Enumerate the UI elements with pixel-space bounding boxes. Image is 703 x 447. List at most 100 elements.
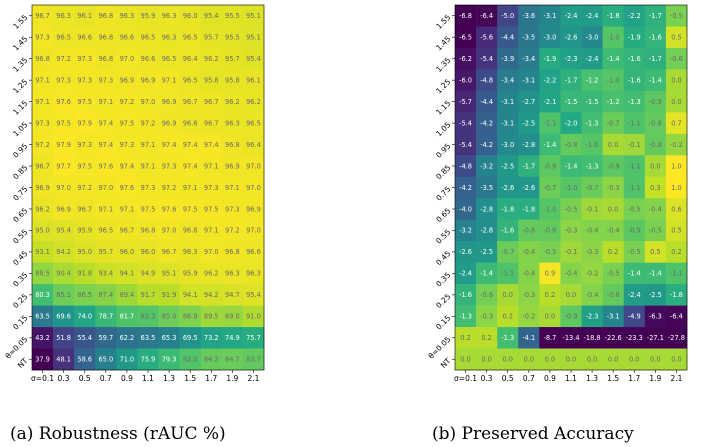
heatmap-cell	[200, 348, 223, 371]
heatmap-cell	[602, 198, 625, 221]
heatmap-cell	[518, 262, 540, 285]
heatmap-cell	[95, 90, 117, 113]
cell-value-label: 96.7	[35, 12, 50, 20]
cell-value-label: 95.4	[246, 291, 261, 299]
cell-value-label: -6.3	[649, 313, 662, 321]
heatmap-cell	[455, 133, 477, 156]
cell-value-label: 0.2	[460, 334, 471, 342]
cell-value-label: -0.2	[670, 141, 683, 149]
x-tick-label: 2.1	[247, 374, 259, 383]
cell-value-label: -13.4	[562, 334, 579, 342]
heatmap-cell	[242, 198, 265, 221]
cell-value-label: -4.2	[480, 119, 493, 127]
heatmap-cell	[497, 176, 519, 199]
cell-value-label: -1.1	[543, 119, 556, 127]
cell-value-label: 87.4	[98, 291, 113, 299]
cell-value-label: 96.7	[183, 98, 198, 106]
heatmap-cell	[53, 305, 75, 328]
cell-value-label: 96.4	[246, 141, 261, 149]
heatmap-cell	[665, 262, 688, 285]
cell-value-label: 97.2	[35, 141, 50, 149]
cell-value-label: -0.7	[607, 119, 620, 127]
cell-value-label: 78.7	[98, 313, 113, 321]
cell-value-label: -2.3	[586, 313, 599, 321]
cell-value-label: 95.1	[246, 12, 261, 20]
heatmap-cell	[497, 47, 519, 70]
cell-value-label: -1.4	[543, 141, 556, 149]
heatmap-cell	[221, 284, 244, 306]
cell-value-label: 96.5	[162, 55, 177, 63]
cell-value-label: -0.3	[480, 313, 493, 321]
cell-value-label: 86.5	[77, 291, 92, 299]
heatmap-cell	[581, 47, 603, 70]
cell-value-label: -2.4	[628, 291, 641, 299]
heatmap-cell	[539, 176, 561, 199]
heatmap-cell	[644, 219, 667, 242]
heatmap-cell	[116, 219, 138, 242]
cell-value-label: -1.7	[649, 55, 662, 63]
cell-value-label: 95.9	[77, 227, 92, 235]
cell-value-label: 83.7	[246, 356, 261, 364]
cell-value-label: -5.0	[501, 12, 514, 20]
cell-value-label: 97.0	[141, 98, 156, 106]
heatmap-cell	[497, 90, 519, 113]
cell-value-label: -3.2	[459, 227, 472, 235]
cell-value-label: 97.2	[77, 184, 92, 192]
heatmap-cell	[644, 47, 667, 70]
cell-value-label: 96.9	[141, 76, 156, 84]
heatmap-cell	[665, 155, 688, 178]
cell-value-label: -0.8	[565, 141, 578, 149]
heatmap-cell	[221, 327, 244, 349]
x-tick-label: 1.9	[649, 374, 661, 383]
cell-value-label: -1.0	[607, 76, 620, 84]
heatmap-cell	[158, 155, 180, 178]
cell-value-label: -6.2	[459, 55, 472, 63]
cell-value-label: 97.5	[56, 119, 71, 127]
cell-value-label: 97.2	[120, 98, 135, 106]
heatmap-cell	[32, 26, 54, 49]
cell-value-label: 0.2	[671, 248, 682, 256]
heatmap-cell	[179, 327, 202, 349]
heatmap-cell	[137, 112, 159, 135]
cell-value-label: 97.6	[98, 162, 113, 170]
cell-value-label: 95.8	[225, 76, 240, 84]
heatmap-cell	[200, 26, 223, 49]
heatmap-cell	[497, 133, 519, 156]
x-tick-label: 2.1	[670, 374, 682, 383]
heatmap-cell	[497, 69, 519, 92]
heatmap-cell	[581, 327, 603, 349]
heatmap-cell	[644, 198, 667, 221]
heatmap-cell	[221, 133, 244, 156]
heatmap-cell	[32, 47, 54, 70]
cell-value-label: 1.0	[671, 184, 682, 192]
heatmap-cell	[221, 219, 244, 242]
cell-value-label: 79.3	[162, 356, 177, 364]
heatmap-cell	[581, 5, 603, 27]
cell-value-label: 0.0	[650, 162, 661, 170]
cell-value-label: -1.1	[628, 184, 641, 192]
cell-value-label: -5.4	[459, 141, 472, 149]
cell-value-label: 0.0	[608, 356, 619, 364]
cell-value-label: -1.9	[628, 34, 641, 42]
heatmap-cell	[518, 155, 540, 178]
cell-value-label: 69.5	[183, 334, 198, 342]
heatmap-cell	[665, 198, 688, 221]
cell-value-label: 85.0	[162, 313, 177, 321]
heatmap-cell	[560, 69, 582, 92]
cell-value-label: 75.9	[141, 356, 156, 364]
heatmap-cell	[623, 348, 646, 371]
cell-value-label: 97.1	[183, 184, 198, 192]
y-tick-label: θ=0.05	[427, 335, 453, 361]
cell-value-label: 89.5	[204, 313, 219, 321]
heatmap-cell	[497, 348, 519, 371]
heatmap-cell	[602, 90, 625, 113]
heatmap-cell	[32, 176, 54, 199]
cell-value-label: 96.6	[120, 34, 135, 42]
heatmap-cell	[158, 5, 180, 27]
heatmap-cell	[242, 327, 265, 349]
heatmap-cell	[74, 241, 96, 263]
heatmap-cell	[665, 284, 688, 306]
heatmap-cell	[623, 47, 646, 70]
cell-value-label: 91.0	[246, 313, 261, 321]
heatmap-cell	[53, 327, 75, 349]
